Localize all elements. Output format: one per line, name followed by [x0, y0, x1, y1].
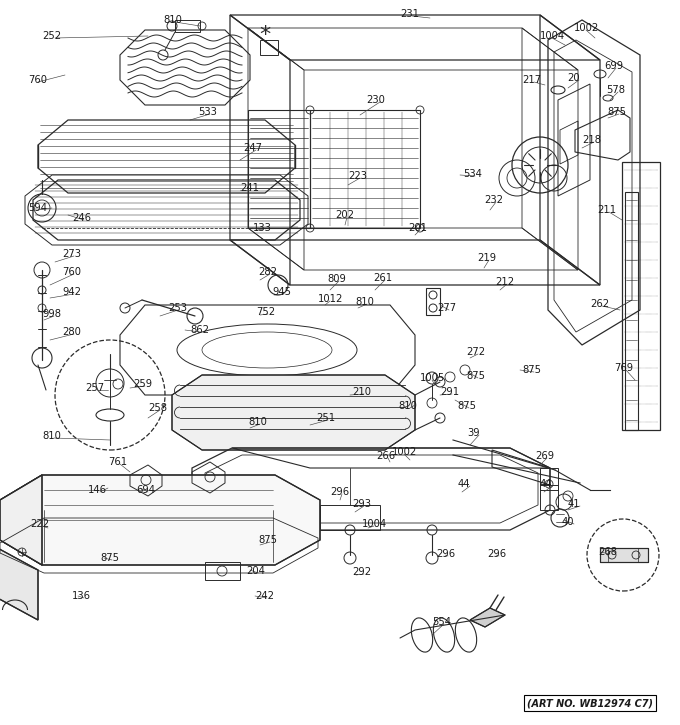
- Text: 217: 217: [522, 75, 541, 85]
- Text: 296: 296: [330, 487, 349, 497]
- Polygon shape: [0, 475, 42, 565]
- Text: 251: 251: [316, 413, 335, 423]
- Text: 40: 40: [562, 517, 575, 527]
- Text: 257: 257: [85, 383, 104, 393]
- Text: 252: 252: [42, 31, 61, 41]
- Text: 272: 272: [466, 347, 485, 357]
- Text: 998: 998: [42, 309, 61, 319]
- Text: 204: 204: [246, 566, 265, 576]
- Text: 241: 241: [240, 183, 259, 193]
- Text: 1012: 1012: [318, 294, 343, 304]
- Text: 296: 296: [436, 549, 455, 559]
- Text: (ART NO. WB12974 C7): (ART NO. WB12974 C7): [527, 698, 653, 708]
- Text: 212: 212: [495, 277, 514, 287]
- Text: 273: 273: [62, 249, 81, 259]
- Text: 760: 760: [62, 267, 81, 277]
- Text: 534: 534: [463, 169, 482, 179]
- Text: 769: 769: [614, 363, 633, 373]
- Text: 810: 810: [248, 417, 267, 427]
- Text: 247: 247: [243, 143, 262, 153]
- Text: 875: 875: [100, 553, 119, 563]
- Text: 41: 41: [568, 499, 581, 509]
- Text: 282: 282: [258, 267, 277, 277]
- Text: 875: 875: [258, 535, 277, 545]
- Text: 752: 752: [256, 307, 275, 317]
- Text: 222: 222: [30, 519, 49, 529]
- Text: 268: 268: [598, 547, 617, 557]
- Polygon shape: [470, 608, 505, 627]
- Polygon shape: [0, 545, 38, 620]
- Text: 875: 875: [457, 401, 476, 411]
- Text: 594: 594: [28, 203, 47, 213]
- Text: 533: 533: [198, 107, 217, 117]
- Text: 810: 810: [398, 401, 417, 411]
- Text: 280: 280: [62, 327, 81, 337]
- Text: 44: 44: [458, 479, 471, 489]
- Text: 146: 146: [88, 485, 107, 495]
- Text: 809: 809: [327, 274, 346, 284]
- Text: 277: 277: [437, 303, 456, 313]
- Text: 242: 242: [255, 591, 274, 601]
- Text: 231: 231: [400, 9, 419, 19]
- Text: 232: 232: [484, 195, 503, 205]
- Polygon shape: [0, 475, 320, 565]
- Text: 246: 246: [72, 213, 91, 223]
- Text: 578: 578: [606, 85, 625, 95]
- Text: 223: 223: [348, 171, 367, 181]
- Text: 554: 554: [432, 617, 451, 627]
- Text: 202: 202: [335, 210, 354, 220]
- Polygon shape: [600, 548, 648, 562]
- Text: 210: 210: [352, 387, 371, 397]
- Text: 875: 875: [466, 371, 485, 381]
- Text: 942: 942: [62, 287, 81, 297]
- Text: 296: 296: [487, 549, 506, 559]
- Text: 253: 253: [168, 303, 187, 313]
- Text: 291: 291: [440, 387, 459, 397]
- Text: 20: 20: [567, 73, 579, 83]
- Text: 760: 760: [28, 75, 47, 85]
- Text: 266: 266: [376, 451, 395, 461]
- Text: *: *: [259, 25, 271, 45]
- Text: 219: 219: [477, 253, 496, 263]
- Text: 1004: 1004: [362, 519, 387, 529]
- Text: 810: 810: [163, 15, 182, 25]
- Text: 201: 201: [408, 223, 427, 233]
- Text: 945: 945: [272, 287, 291, 297]
- Text: 292: 292: [352, 567, 371, 577]
- Text: 258: 258: [148, 403, 167, 413]
- Text: 133: 133: [253, 223, 272, 233]
- Text: 230: 230: [366, 95, 385, 105]
- Text: 875: 875: [607, 107, 626, 117]
- Text: 218: 218: [582, 135, 601, 145]
- Text: 259: 259: [133, 379, 152, 389]
- Text: 262: 262: [590, 299, 609, 309]
- Text: 761: 761: [108, 457, 127, 467]
- Text: 1002: 1002: [574, 23, 599, 33]
- Text: 1002: 1002: [392, 447, 418, 457]
- Polygon shape: [172, 375, 415, 450]
- Text: 261: 261: [373, 273, 392, 283]
- Text: 699: 699: [604, 61, 623, 71]
- Text: 1005: 1005: [420, 373, 445, 383]
- Text: 211: 211: [597, 205, 616, 215]
- Text: 810: 810: [355, 297, 374, 307]
- Text: 44: 44: [540, 479, 552, 489]
- Text: 269: 269: [535, 451, 554, 461]
- Text: 136: 136: [72, 591, 91, 601]
- Text: 875: 875: [522, 365, 541, 375]
- Text: 39: 39: [467, 428, 479, 438]
- Text: 862: 862: [190, 325, 209, 335]
- Text: 293: 293: [352, 499, 371, 509]
- Text: 810: 810: [42, 431, 61, 441]
- Text: 1004: 1004: [540, 31, 565, 41]
- Text: 694: 694: [136, 485, 155, 495]
